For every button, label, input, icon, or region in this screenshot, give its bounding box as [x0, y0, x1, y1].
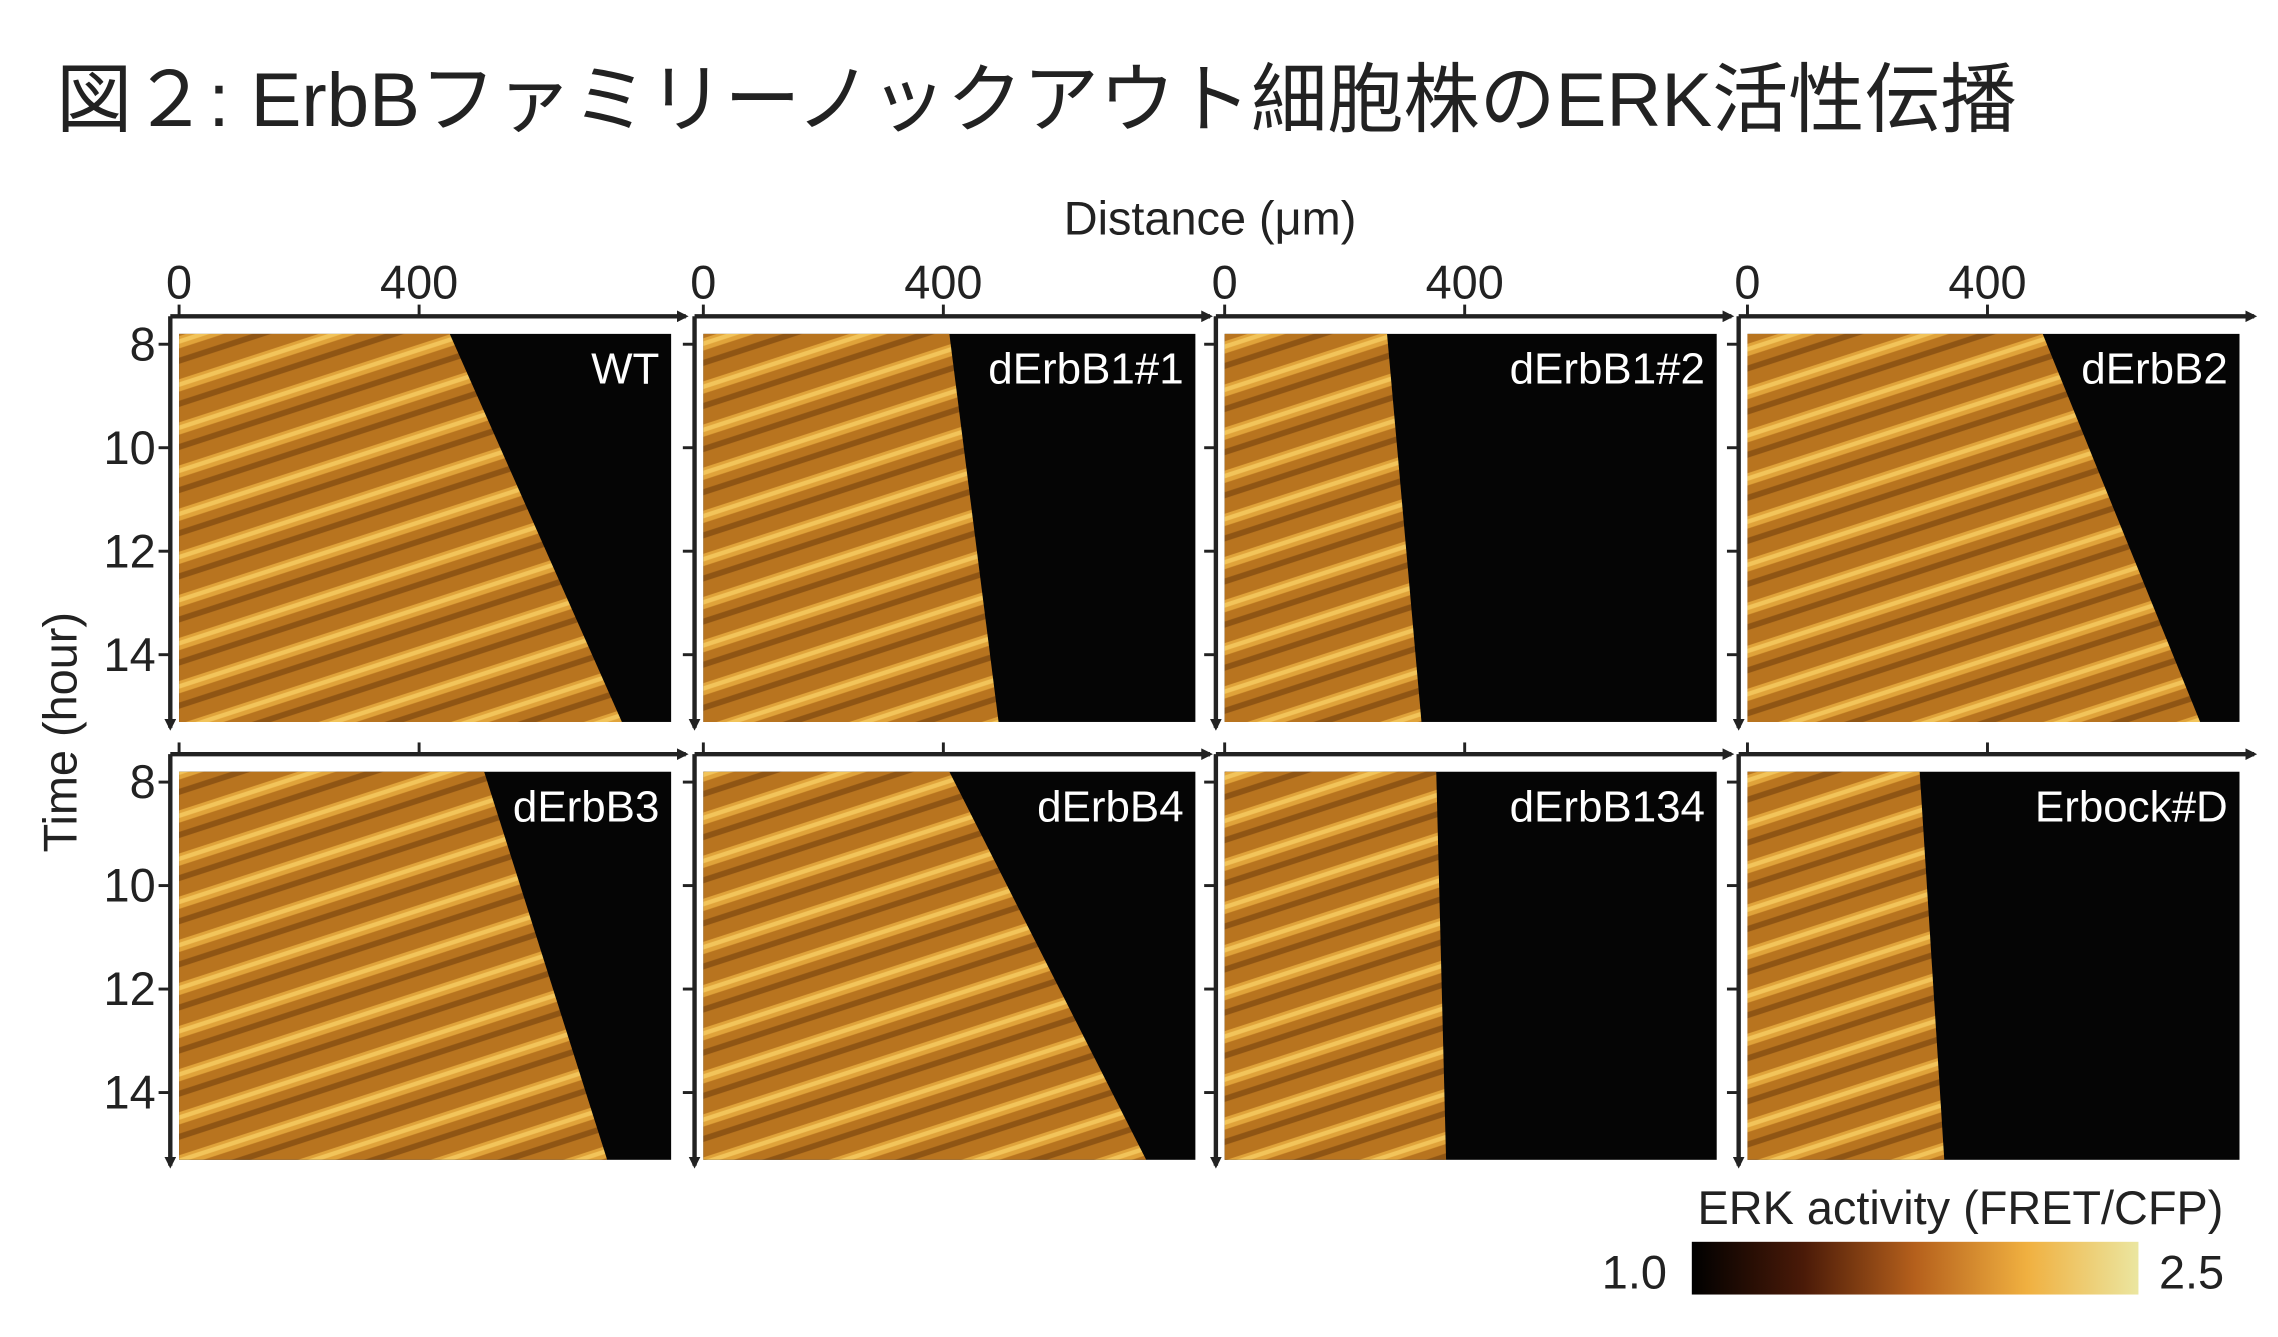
- x-tick-label: 400: [1948, 257, 2026, 309]
- cell-sheet: [1224, 333, 1422, 722]
- y-tick-label: 8: [130, 756, 156, 808]
- y-tick-label: 12: [104, 525, 156, 577]
- panel-label: dErbB3: [513, 783, 660, 832]
- title: 図２: ErbBファミリーノックアウト細胞株のERK活性伝播: [56, 58, 2017, 143]
- y-tick-label: 12: [104, 963, 156, 1015]
- x-tick-label: 0: [1734, 257, 1760, 309]
- cell-sheet: [1747, 333, 2201, 722]
- panel-label: dErbB4: [1037, 783, 1184, 832]
- x-tick-label: 400: [904, 257, 982, 309]
- y-tick-label: 14: [104, 629, 156, 681]
- x-tick-label: 0: [166, 257, 192, 309]
- x-tick-label: 400: [380, 257, 458, 309]
- panel-label: dErbB134: [1510, 783, 1705, 832]
- colorbar-min: 1.0: [1602, 1247, 1667, 1299]
- panel-label: dErbB1#1: [988, 345, 1183, 394]
- x-tick-label: 0: [690, 257, 716, 309]
- x-axis-label: Distance (μm): [1064, 192, 1357, 244]
- y-axis-label: Time (hour): [35, 612, 87, 852]
- colorbar: [1691, 1241, 2139, 1295]
- panel-label: Erbock#D: [2035, 783, 2228, 832]
- y-tick-label: 10: [104, 860, 156, 912]
- colorbar-max: 2.5: [2159, 1247, 2224, 1299]
- panel-label: dErbB1#2: [1510, 345, 1705, 394]
- x-tick-label: 400: [1426, 257, 1504, 309]
- cell-sheet: [179, 771, 608, 1160]
- y-tick-label: 8: [130, 318, 156, 370]
- panel-label: dErbB2: [2081, 345, 2228, 394]
- panel-label: WT: [591, 345, 659, 394]
- cell-sheet: [179, 333, 622, 722]
- y-tick-label: 10: [104, 422, 156, 474]
- cell-sheet: [703, 333, 999, 722]
- cell-sheet: [703, 771, 1147, 1160]
- cell-sheet: [1224, 771, 1447, 1160]
- colorbar-label: ERK activity (FRET/CFP): [1698, 1182, 2224, 1234]
- y-tick-label: 14: [104, 1067, 156, 1119]
- cell-sheet: [1747, 771, 1945, 1160]
- x-tick-label: 0: [1212, 257, 1238, 309]
